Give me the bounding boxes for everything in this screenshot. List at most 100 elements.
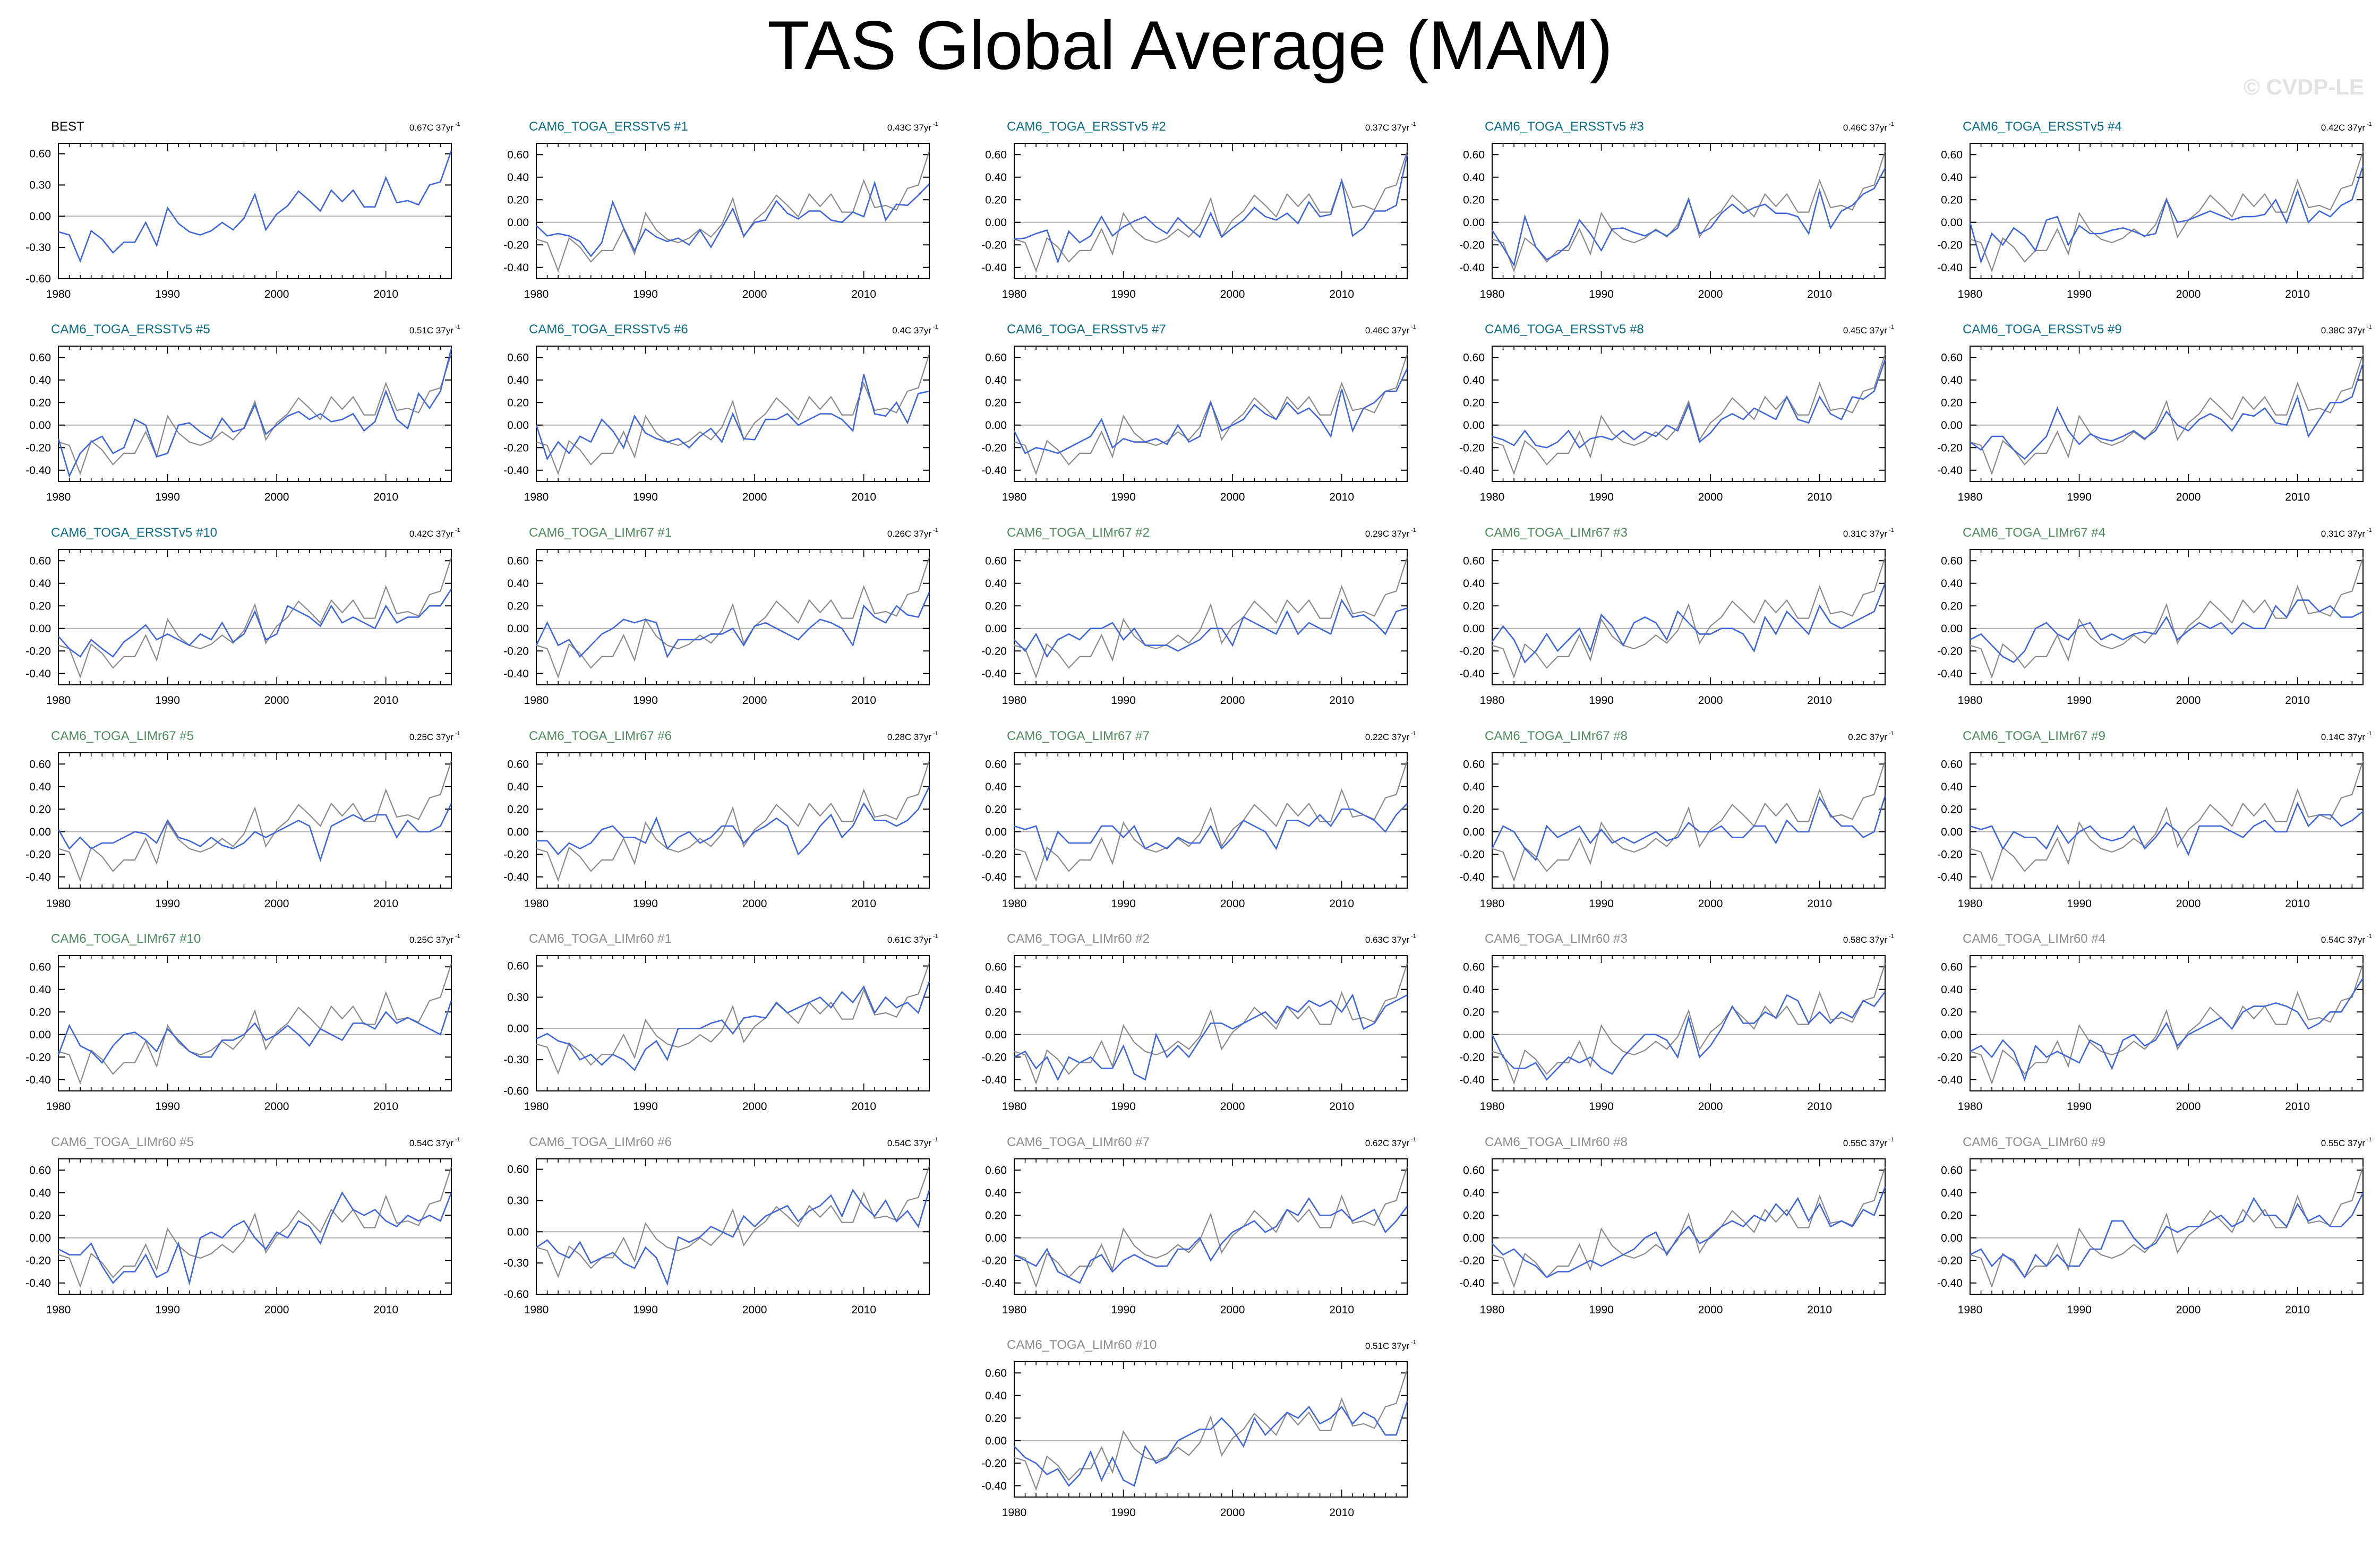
panel-10-xtick-label: 2000 [2176, 491, 2201, 503]
panel-12-xtick-label: 2010 [851, 694, 876, 707]
panel-16-ytick-label: 0.60 [29, 758, 51, 770]
panel-6-xtick-label: 2010 [373, 491, 398, 503]
panel-20-ytick-label: 0.20 [1941, 803, 1963, 815]
panel-25-trend-exp: -1 [2367, 933, 2372, 940]
panel-14-xtick-label: 1990 [1589, 694, 1614, 707]
panel-9-xtick-label: 1980 [1480, 491, 1505, 503]
panel-1-ytick-label: 0.60 [29, 148, 51, 160]
panel-20-observed-line [1970, 760, 2364, 882]
panel-13-ytick-label: 0.00 [985, 623, 1007, 635]
panel-4-ytick-label: 0.40 [1463, 171, 1485, 184]
panel-2-trend-exp: -1 [933, 121, 938, 127]
panel-20-frame [1970, 752, 2364, 889]
panel-19-xtick-label: 2000 [1698, 898, 1723, 910]
panel-17-xtick-label: 1980 [524, 898, 549, 910]
panel-9-xtick-label: 1990 [1589, 491, 1614, 503]
panel-7-ytick-label: 0.20 [507, 397, 529, 409]
panel-4-xtick-label: 2000 [1698, 288, 1723, 300]
panel-28-xtick-label: 2010 [1329, 1304, 1354, 1316]
panel-8-ytick-label: -0.40 [981, 465, 1007, 477]
panel-21-xtick-label: 2000 [264, 1100, 289, 1113]
panel-25-xtick-label: 2000 [2176, 1100, 2201, 1113]
panel-25-title: CAM6_TOGA_LIMr60 #4 [1963, 932, 2105, 946]
panel-17-xtick-label: 2010 [851, 898, 876, 910]
panel-14-series-line [1491, 583, 1886, 664]
panel-2-ytick-label: 0.00 [507, 217, 529, 229]
panel-20-xtick-label: 2010 [2285, 898, 2310, 910]
panel-28-ytick-label: -0.20 [981, 1254, 1007, 1267]
panel-11-ytick-label: 0.00 [29, 623, 51, 635]
panel-3-ytick-label: -0.20 [981, 239, 1007, 251]
panel-5-ytick-label: -0.20 [1937, 239, 1963, 251]
panel-6-ytick-label: 0.40 [29, 374, 51, 386]
panel-9-ytick-label: 0.00 [1463, 419, 1485, 432]
panel-22-xtick-label: 2010 [851, 1100, 876, 1113]
panel-28-xtick-label: 1980 [1002, 1304, 1027, 1316]
panel-14-ytick-label: 0.20 [1463, 600, 1485, 612]
panel-15-ytick-label: 0.40 [1941, 578, 1963, 590]
panel-3-ytick-label: 0.60 [985, 149, 1007, 161]
panel-5-ytick-label: 0.60 [1941, 149, 1963, 161]
panel-16-frame [58, 752, 452, 889]
panel-13-series-line [1014, 598, 1408, 658]
panel-4-ytick-label: -0.40 [1459, 262, 1485, 274]
panel-29-series-line [1492, 1186, 1886, 1278]
panel-26-ytick-label: -0.40 [25, 1277, 51, 1289]
panel-19-ytick-label: 0.40 [1463, 781, 1485, 793]
panel-30-ytick-label: 0.20 [1941, 1209, 1963, 1222]
panel-20-xtick-label: 2000 [2176, 898, 2201, 910]
panel-8-series-line [1013, 368, 1408, 454]
panel-22-ytick-label: 0.30 [507, 991, 529, 1003]
panel-11-xtick-label: 1980 [46, 694, 71, 707]
panel-17-trend-exp: -1 [933, 730, 938, 737]
panel-16-trend-exp: -1 [455, 730, 460, 737]
panel-9-observed-line [1492, 354, 1886, 476]
panel-26-xtick-label: 1990 [155, 1304, 180, 1316]
panel-8-ytick-label: 0.60 [985, 351, 1007, 364]
panel-19-trend: 0.2C 37yr [1848, 732, 1887, 742]
panel-31-trend-exp: -1 [1411, 1339, 1416, 1346]
panel-25-observed-line [1970, 963, 2364, 1085]
panel-12-ytick-label: 0.00 [507, 623, 529, 635]
panel-17-ytick-label: -0.40 [503, 871, 529, 883]
panel-13-trend: 0.29C 37yr [1365, 529, 1409, 539]
panel-24-ytick-label: -0.40 [1459, 1074, 1485, 1086]
panel-12-xtick-label: 1980 [524, 694, 549, 707]
panel-21-series-line [57, 1000, 452, 1064]
panel-7-ytick-label: -0.40 [503, 465, 529, 477]
panel-11-xtick-label: 1990 [155, 694, 180, 707]
panel-26-xtick-label: 2000 [264, 1304, 289, 1316]
panel-7-xtick-label: 1990 [633, 491, 658, 503]
panel-28-xtick-label: 1990 [1111, 1304, 1136, 1316]
panel-18-ytick-label: -0.20 [981, 848, 1007, 861]
panel-13-ytick-label: 0.20 [985, 600, 1007, 612]
panel-20-trend: 0.14C 37yr [2321, 732, 2365, 742]
panel-29-observed-line [1492, 1166, 1886, 1288]
panel-24-ytick-label: 0.00 [1463, 1029, 1485, 1041]
panel-23-trend: 0.63C 37yr [1365, 935, 1409, 945]
panel-9-series-line [1492, 359, 1886, 449]
panel-28-frame [1014, 1158, 1408, 1295]
panel-9-ytick-label: 0.60 [1463, 351, 1485, 364]
panel-15-ytick-label: -0.40 [1937, 668, 1963, 680]
panel-5-series-line [1969, 166, 2364, 264]
panel-31-ytick-label: 0.40 [985, 1390, 1007, 1402]
panel-15-trend: 0.31C 37yr [2321, 529, 2365, 539]
panel-10-ytick-label: 0.20 [1941, 397, 1963, 409]
panel-30-xtick-label: 2010 [2285, 1304, 2310, 1316]
panel-11-series-line [58, 588, 452, 658]
panel-14-ytick-label: 0.60 [1463, 555, 1485, 567]
panel-26-ytick-label: 0.60 [29, 1164, 51, 1176]
panel-12-trend-exp: -1 [933, 527, 938, 534]
panel-24-trend-exp: -1 [1889, 933, 1894, 940]
panel-7-trend: 0.4C 37yr [892, 325, 931, 336]
panel-10-ytick-label: 0.00 [1941, 419, 1963, 432]
panel-23-ytick-label: -0.40 [981, 1074, 1007, 1086]
panel-12-ytick-label: 0.60 [507, 555, 529, 567]
panel-30-xtick-label: 2000 [2176, 1304, 2201, 1316]
panel-2-title: CAM6_TOGA_ERSSTv5 #1 [529, 119, 688, 134]
panel-15-xtick-label: 2000 [2176, 694, 2201, 707]
panel-5-ytick-label: 0.20 [1941, 194, 1963, 206]
panel-29-xtick-label: 1980 [1480, 1304, 1505, 1316]
panel-19-ytick-label: -0.40 [1459, 871, 1485, 883]
